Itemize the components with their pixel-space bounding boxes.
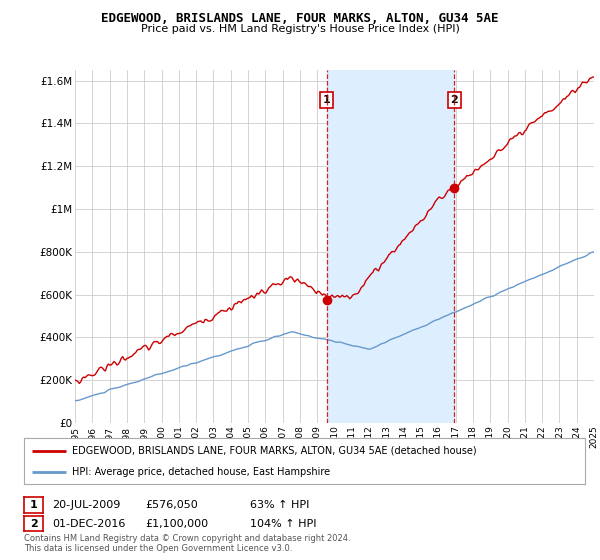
Text: 1: 1 xyxy=(323,95,331,105)
Text: EDGEWOOD, BRISLANDS LANE, FOUR MARKS, ALTON, GU34 5AE: EDGEWOOD, BRISLANDS LANE, FOUR MARKS, AL… xyxy=(101,12,499,25)
Text: 2: 2 xyxy=(451,95,458,105)
Text: Price paid vs. HM Land Registry's House Price Index (HPI): Price paid vs. HM Land Registry's House … xyxy=(140,24,460,34)
Text: 01-DEC-2016: 01-DEC-2016 xyxy=(52,519,125,529)
Bar xyxy=(327,70,454,423)
Text: £1,100,000: £1,100,000 xyxy=(145,519,208,529)
Text: 20-JUL-2009: 20-JUL-2009 xyxy=(52,500,121,510)
Text: EDGEWOOD, BRISLANDS LANE, FOUR MARKS, ALTON, GU34 5AE (detached house): EDGEWOOD, BRISLANDS LANE, FOUR MARKS, AL… xyxy=(71,446,476,456)
Text: 104% ↑ HPI: 104% ↑ HPI xyxy=(250,519,317,529)
Text: 2: 2 xyxy=(30,519,37,529)
Text: 63% ↑ HPI: 63% ↑ HPI xyxy=(250,500,310,510)
Text: Contains HM Land Registry data © Crown copyright and database right 2024.
This d: Contains HM Land Registry data © Crown c… xyxy=(24,534,350,553)
Text: £576,050: £576,050 xyxy=(145,500,198,510)
Text: 1: 1 xyxy=(30,500,37,510)
Text: HPI: Average price, detached house, East Hampshire: HPI: Average price, detached house, East… xyxy=(71,467,330,477)
